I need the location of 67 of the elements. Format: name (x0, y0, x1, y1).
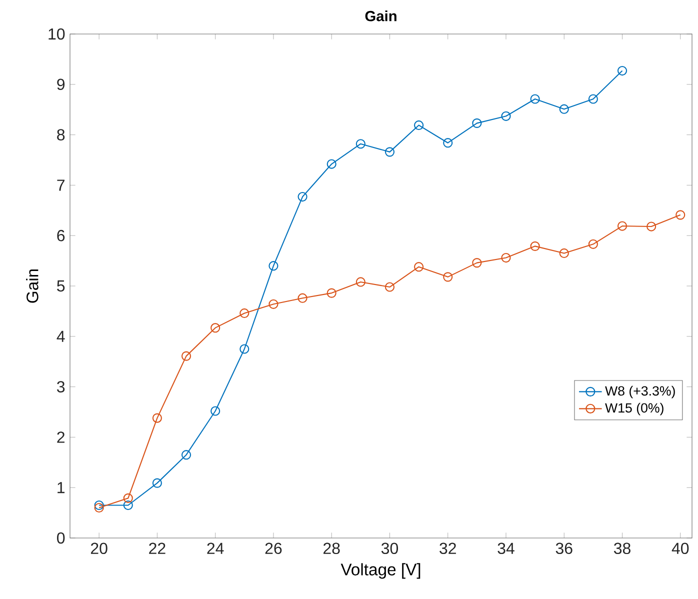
y-tick-label: 3 (57, 381, 65, 392)
x-tick-label: 34 (498, 542, 514, 554)
y-tick-label: 9 (57, 78, 65, 90)
point (530, 241, 540, 251)
y-tick-label: 4 (56, 330, 65, 342)
y-tick-label: 1 (58, 482, 65, 494)
point (210, 406, 220, 416)
y-axis-title: Gain (26, 269, 38, 303)
point (384, 282, 395, 292)
point (472, 118, 482, 128)
x-tick-label: 40 (672, 542, 689, 554)
point (414, 120, 424, 130)
y-tick-label: 5 (57, 280, 65, 292)
point (181, 351, 192, 361)
point (530, 94, 540, 104)
point (501, 252, 511, 263)
x-tick-label: 30 (381, 542, 398, 554)
point (123, 493, 133, 503)
y-tick-label: 6 (57, 230, 65, 242)
point (443, 272, 453, 282)
point (384, 147, 395, 157)
x-tick-label: 22 (149, 542, 166, 554)
point (617, 66, 628, 76)
point (356, 277, 366, 287)
y-tick-label: 10 (48, 28, 65, 40)
point (298, 192, 308, 202)
point (240, 308, 250, 318)
point (94, 502, 104, 513)
point (152, 478, 162, 488)
point (414, 262, 424, 272)
point (588, 239, 598, 249)
x-tick-label: 36 (556, 542, 572, 554)
x-tick-label: 38 (614, 542, 630, 554)
point (501, 111, 511, 121)
point (443, 138, 453, 148)
legend-label: W8 (+3.3%) (605, 386, 675, 398)
point (123, 500, 133, 510)
point (152, 413, 162, 423)
point (268, 261, 278, 271)
x-tick-label: 32 (440, 542, 456, 554)
point (559, 248, 569, 258)
point (472, 258, 482, 268)
point (298, 293, 308, 303)
point (210, 323, 220, 333)
point (588, 94, 598, 104)
point (268, 299, 278, 309)
point (94, 500, 104, 510)
point (559, 104, 569, 114)
y-tick-label: 2 (57, 432, 64, 443)
x-tick-label: 26 (265, 542, 282, 554)
x-tick-label: 24 (207, 542, 224, 554)
point (181, 450, 192, 460)
x-tick-label: 28 (323, 542, 340, 554)
point (617, 221, 628, 231)
legend-label: W15 (0%) (605, 402, 664, 416)
x-tick-label: 20 (90, 542, 108, 554)
point (676, 210, 686, 220)
y-tick-label: 7 (57, 180, 64, 191)
point (646, 222, 656, 232)
chart-title: Gain (365, 10, 396, 22)
point (240, 344, 250, 354)
point (326, 159, 336, 169)
point (356, 139, 366, 149)
point (326, 288, 336, 298)
y-tick-label: 0 (57, 532, 65, 544)
x-axis-title: Voltage [V] (340, 563, 420, 579)
y-tick-label: 8 (57, 129, 65, 140)
